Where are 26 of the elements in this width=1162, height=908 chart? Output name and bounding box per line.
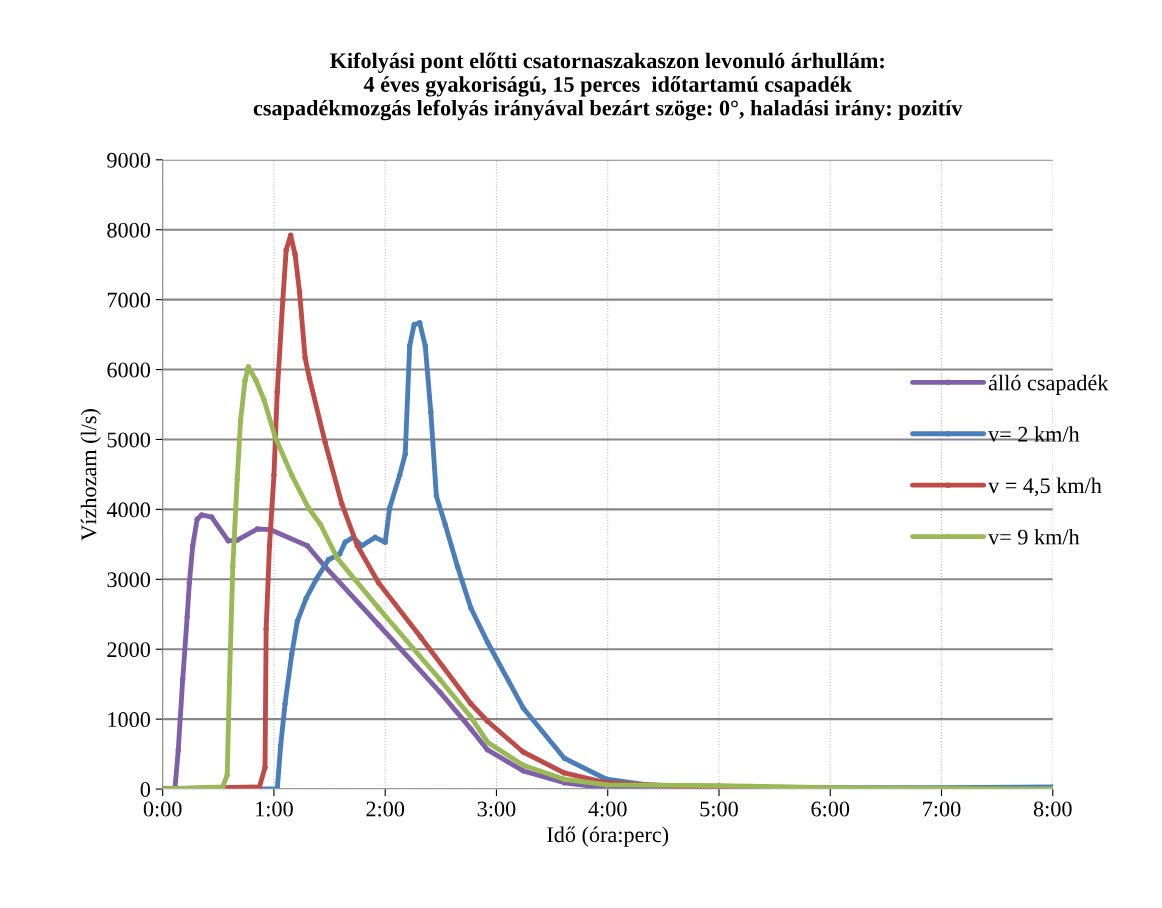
legend-label: álló csapadék [988,374,1109,395]
y-tick-label: 6000 [107,362,151,378]
legend-label: v= 9 km/h [988,528,1080,545]
x-tick-label: 7:00 [923,801,961,817]
x-tick-label: 2:00 [366,801,405,817]
x-tick-label: 4:00 [588,801,627,817]
legend-label: v= 2 km/h [988,426,1080,442]
y-axis-title: Vízhozam (l/s) [80,409,101,541]
y-tick-label: 2000 [107,642,151,658]
x-axis-title: Idő (óra:perc) [547,826,669,847]
y-tick-label: 7000 [107,292,151,308]
legend-label: v = 4,5 km/h [988,477,1102,497]
y-tick-label: 0 [140,781,151,797]
y-tick-label: 3000 [107,572,151,588]
x-tick-label: 1:00 [256,801,293,817]
y-tick-label: 4000 [106,502,151,518]
x-tick-label: 6:00 [811,801,850,817]
y-tick-label: 9000 [107,152,151,168]
x-tick-label: 3:00 [477,801,516,817]
x-tick-label: 0:00 [143,801,182,817]
y-tick-label: 8000 [107,222,151,238]
x-tick-label: 8:00 [1033,801,1072,817]
y-tick-label: 5000 [107,432,151,448]
chart-title: Kifolyási pont előtti csatornaszakaszon levonuló árhullám: 4 éves gyakoriságú, 15 perces időtartamú csapadék csapadékmozgás lefolyás irányával bezárt szöge: 0°, haladási irány: pozitív [253,52,963,121]
x-tick-label: 5:00 [700,801,738,817]
y-tick-label: 1000 [108,712,151,728]
